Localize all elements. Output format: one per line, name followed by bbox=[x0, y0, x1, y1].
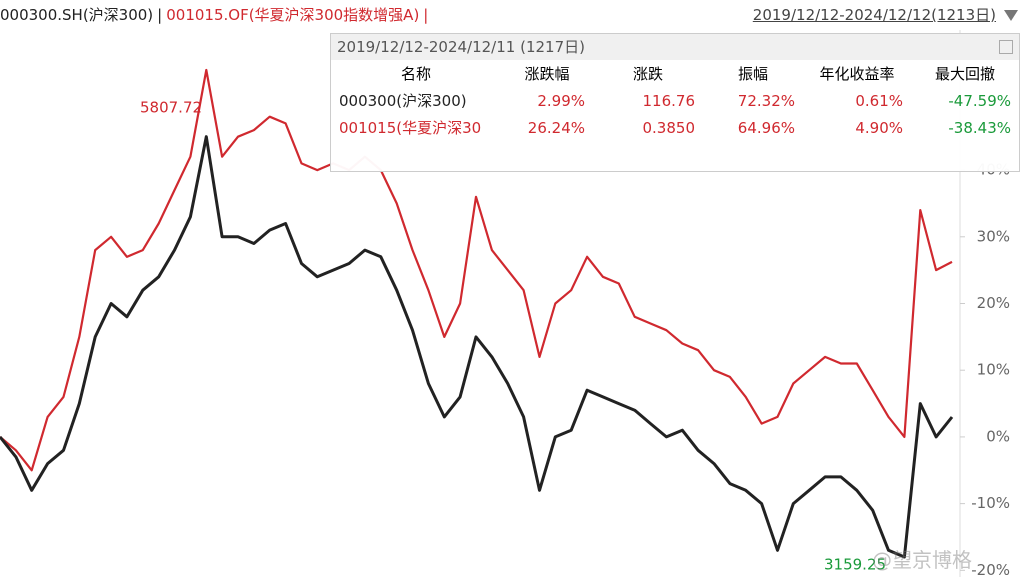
stat-cell: 64.96% bbox=[737, 118, 795, 137]
stat-cell: 2.99% bbox=[537, 91, 585, 110]
stat-cell: 4.90% bbox=[855, 118, 903, 137]
y-tick-label: 30% bbox=[977, 227, 1010, 245]
row-name: 000300(沪深300) bbox=[339, 92, 467, 110]
stat-cell: 72.32% bbox=[737, 91, 795, 110]
header: 000300.SH(沪深300) | 001015.OF(华夏沪深300指数增强A)… bbox=[0, 0, 1024, 30]
column-header: 最大回撤 bbox=[934, 65, 995, 83]
date-range[interactable]: 2019/12/12-2024/12/12(1213日) bbox=[752, 6, 996, 24]
stat-cell: 26.24% bbox=[527, 118, 585, 137]
series-tab[interactable]: 000300.SH(沪深300) bbox=[0, 6, 154, 24]
column-header: 涨跌幅 bbox=[524, 65, 570, 83]
stat-cell: -47.59% bbox=[948, 91, 1011, 110]
header-row: 名称 涨跌幅 涨跌 振幅 年化收益率 最大回撤 bbox=[331, 60, 1019, 87]
y-tick-label: -10% bbox=[971, 494, 1010, 512]
stat-cell: -38.43% bbox=[948, 118, 1011, 137]
stat-cell: 116.76 bbox=[642, 91, 696, 110]
column-header: 名称 bbox=[400, 65, 431, 83]
y-tick-label: 10% bbox=[977, 361, 1010, 379]
stats-table: 名称 涨跌幅 涨跌 振幅 年化收益率 最大回撤 000300(沪深300) 2.99% 116… bbox=[331, 60, 1019, 141]
row-name: 001015(华夏沪深30 bbox=[339, 119, 482, 137]
series-tab[interactable]: 001015.OF(华夏沪深300指数增强A) bbox=[166, 6, 420, 24]
dropdown-arrow[interactable] bbox=[1004, 10, 1018, 21]
y-tick-label: -20% bbox=[971, 561, 1010, 577]
stat-cell: 0.61% bbox=[855, 91, 903, 110]
column-header: 振幅 bbox=[737, 65, 768, 83]
tooltip-date: 2019/12/12-2024/12/11 (1217日) bbox=[337, 38, 585, 56]
close-button[interactable] bbox=[999, 40, 1013, 54]
min-label: 3159.25 bbox=[824, 556, 886, 574]
separator: | bbox=[157, 6, 163, 24]
stat-cell: 0.3850 bbox=[642, 118, 696, 137]
table-row: 000300(沪深300) 2.99% 116.76 72.32% 0.61% -47.5… bbox=[331, 87, 1019, 114]
column-header: 年化收益率 bbox=[819, 65, 895, 83]
y-tick-label: 0% bbox=[986, 427, 1010, 445]
separator: | bbox=[423, 6, 429, 24]
watermark: @望京博格 bbox=[872, 548, 972, 572]
tooltip: 2019/12/12-2024/12/11 (1217日) 名称 涨跌幅 涨跌 振幅 年… bbox=[330, 33, 1020, 172]
y-tick-label: 20% bbox=[977, 294, 1010, 312]
tooltip-title: 2019/12/12-2024/12/11 (1217日) bbox=[331, 34, 1019, 60]
line-series bbox=[0, 68, 953, 472]
line-series bbox=[0, 135, 954, 559]
table-row: 001015(华夏沪深30 26.24% 0.3850 64.96% 4.90% -38.… bbox=[331, 114, 1019, 141]
max-label: 5807.72 bbox=[140, 99, 202, 117]
column-header: 涨跌 bbox=[632, 65, 663, 83]
